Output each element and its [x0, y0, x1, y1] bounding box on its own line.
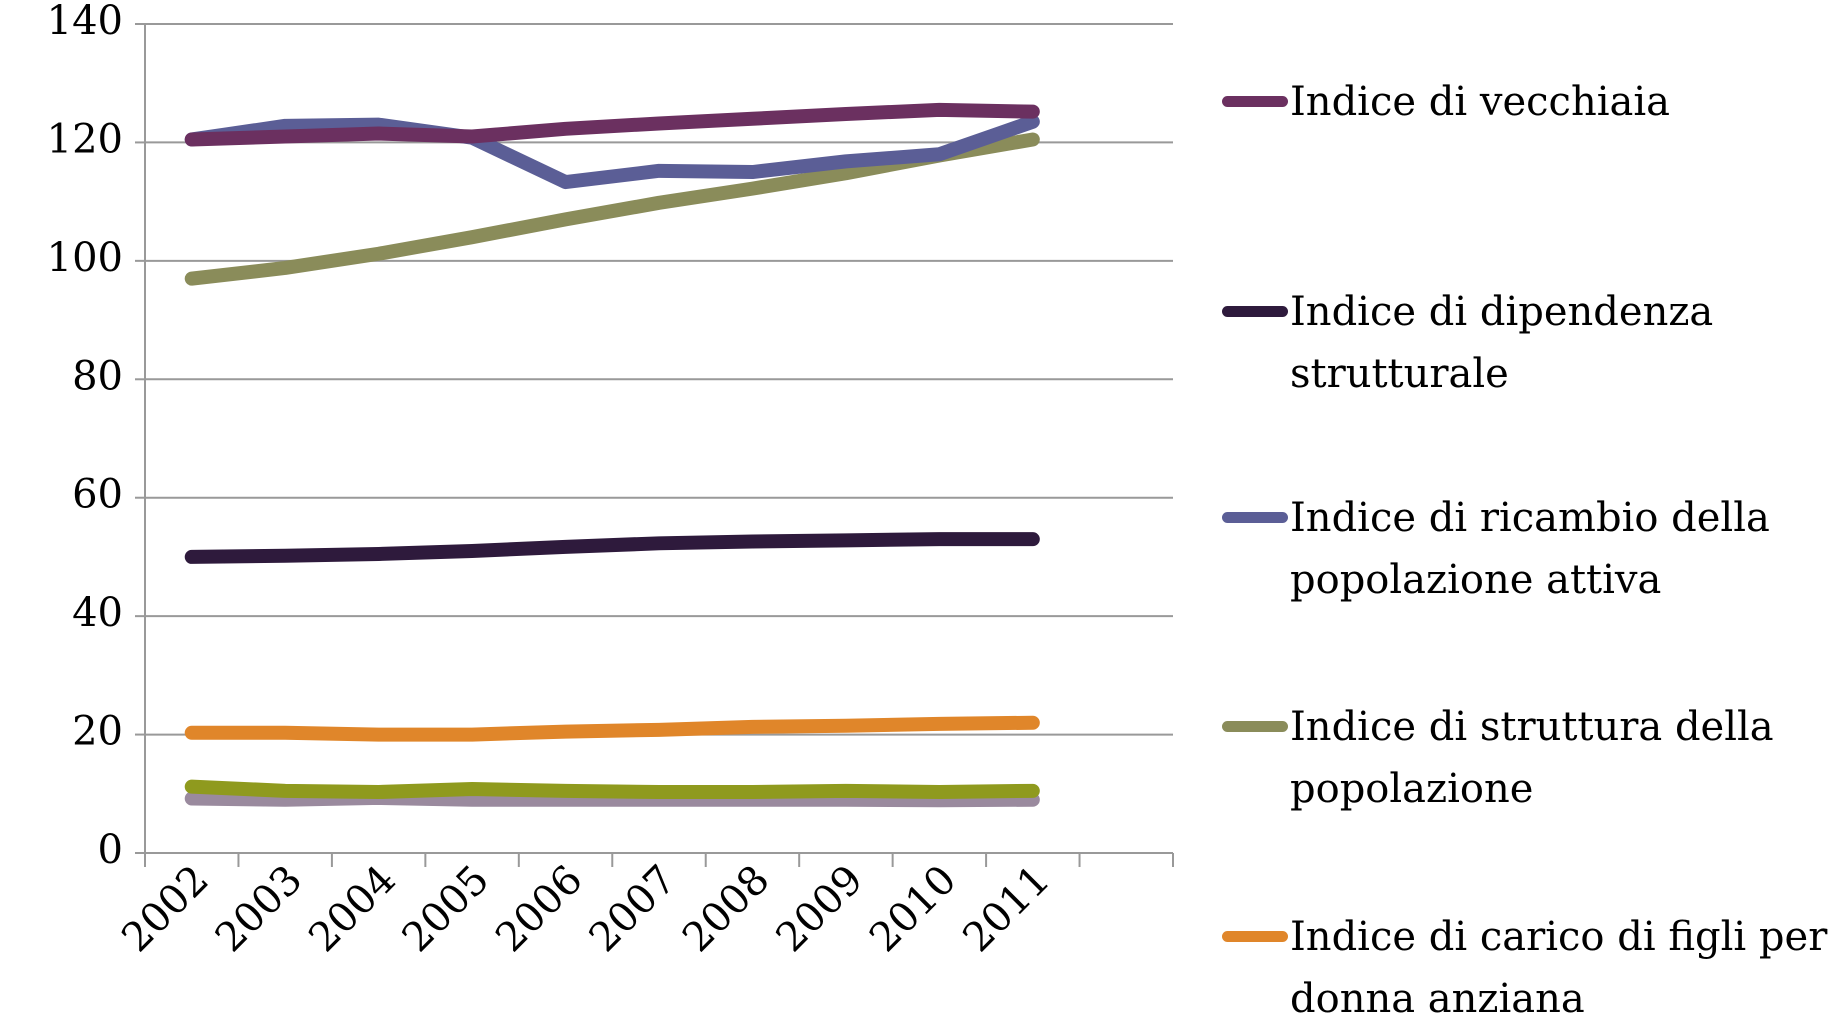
series-line [184, 779, 1040, 800]
legend-label: Indice di ricambio della popolazione att… [1290, 495, 1770, 603]
x-tick-label: 2002 [113, 857, 218, 962]
legend-label: Indice di carico di figli per donna anzi… [1290, 914, 1828, 1022]
y-tick-label: 140 [47, 0, 123, 44]
legend-swatch [1222, 512, 1288, 523]
x-tick-label: 2009 [768, 857, 873, 962]
y-tick-label: 120 [47, 116, 123, 162]
y-tick-label: 40 [72, 590, 123, 636]
x-tick-label: 2010 [861, 857, 966, 962]
x-tick-label: 2005 [394, 857, 499, 962]
legend-swatch [1222, 306, 1288, 317]
legend-swatch [1222, 931, 1288, 942]
series-line [184, 114, 1040, 190]
x-tick-label: 2008 [674, 857, 779, 962]
y-tick-label: 100 [47, 235, 123, 281]
x-tick-label: 2011 [954, 857, 1059, 962]
x-tick-label: 2006 [487, 857, 592, 962]
legend-label: Indice di vecchiaia [1290, 79, 1670, 125]
series-line [184, 715, 1040, 742]
x-tick-label: 2003 [207, 857, 312, 962]
y-tick-label: 20 [72, 709, 123, 755]
legend-label: Indice di dipendenza strutturale [1290, 289, 1714, 397]
y-tick-label: 0 [98, 827, 123, 873]
series-line [184, 532, 1040, 564]
legend-swatch [1222, 96, 1288, 107]
x-tick-label: 2007 [581, 857, 686, 962]
legend-swatch [1222, 721, 1288, 732]
series-line [184, 102, 1040, 147]
legend-label: Indice di struttura della popolazione [1290, 704, 1774, 812]
y-tick-label: 80 [72, 353, 123, 399]
series-line [184, 790, 1040, 808]
x-tick-label: 2004 [300, 857, 405, 962]
y-tick-label: 60 [72, 472, 123, 518]
